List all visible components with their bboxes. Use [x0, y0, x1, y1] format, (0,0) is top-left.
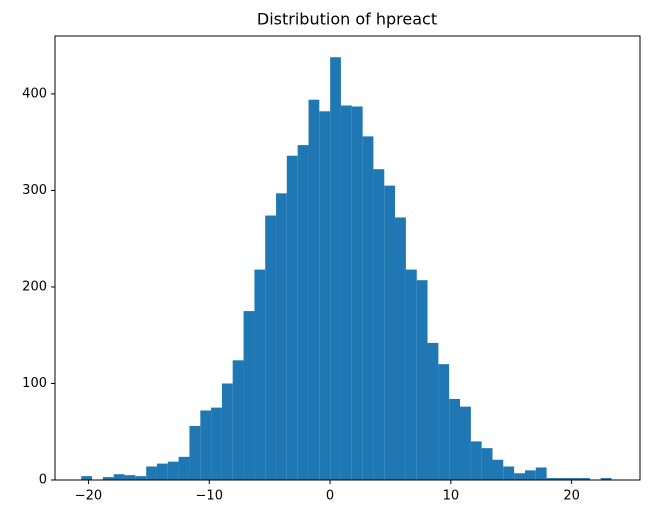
bar	[470, 441, 482, 480]
x-tick-label: −10	[196, 489, 223, 504]
bar	[276, 193, 287, 480]
bar	[254, 269, 266, 480]
bar	[308, 99, 320, 480]
bar	[178, 456, 190, 480]
y-tick-label: 100	[22, 376, 47, 391]
bar	[525, 470, 536, 480]
bar	[243, 311, 255, 480]
bar	[232, 360, 244, 480]
bar	[113, 474, 125, 480]
bar	[340, 105, 352, 480]
y-tick-label: 400	[22, 86, 47, 101]
bar	[135, 476, 147, 480]
bar	[330, 57, 341, 481]
y-tick-label: 300	[22, 183, 47, 198]
bar	[514, 473, 526, 480]
bar	[405, 269, 417, 480]
bar	[600, 478, 612, 480]
bar	[460, 406, 471, 480]
bar	[102, 477, 114, 480]
bar	[373, 169, 385, 480]
bar	[579, 478, 590, 480]
bar	[384, 185, 396, 480]
x-tick-label: 20	[563, 489, 580, 504]
x-tick-label: −20	[75, 489, 102, 504]
bar	[297, 145, 309, 480]
bar	[546, 478, 558, 480]
bar	[438, 364, 450, 480]
bar	[351, 106, 363, 480]
x-tick-label: 0	[326, 489, 334, 504]
y-tick-label: 200	[22, 279, 47, 294]
bar	[265, 215, 277, 480]
bar	[124, 475, 136, 480]
bar	[481, 448, 493, 480]
chart-title: Distribution of hpreact	[257, 10, 437, 29]
bar	[221, 383, 233, 480]
bar	[492, 459, 504, 480]
bar	[189, 425, 201, 480]
bar	[286, 155, 298, 480]
y-tick-label: 0	[39, 473, 47, 488]
bar	[156, 463, 168, 480]
bar	[535, 467, 547, 480]
bar	[81, 476, 93, 480]
bar	[395, 217, 406, 480]
bar	[319, 111, 331, 480]
bar	[167, 461, 179, 480]
bar	[362, 136, 374, 480]
axes-frame	[54, 35, 641, 481]
bar	[416, 280, 428, 480]
x-tick-label: 10	[443, 489, 460, 504]
bar	[557, 478, 569, 480]
bar	[200, 410, 212, 480]
bar	[568, 478, 580, 480]
bar	[146, 466, 157, 480]
bar	[427, 342, 439, 480]
bar	[449, 398, 461, 480]
bar	[503, 466, 515, 480]
bar	[211, 407, 222, 480]
